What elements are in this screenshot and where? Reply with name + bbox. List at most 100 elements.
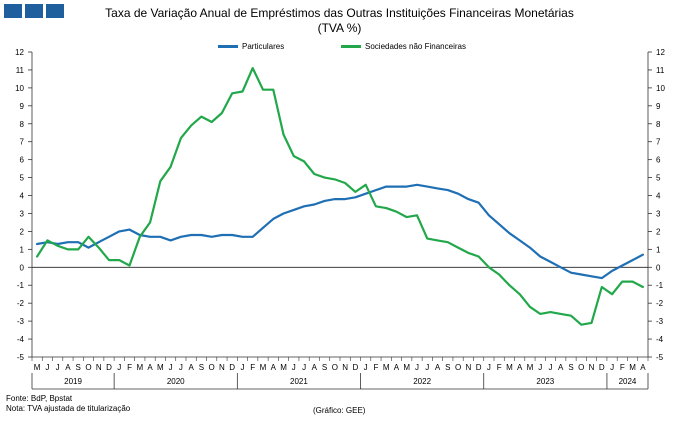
y-tick-label-left: 4 (20, 192, 25, 201)
month-tick-label: J (179, 363, 183, 372)
legend-swatch (218, 45, 238, 48)
month-tick-label: J (45, 363, 49, 372)
y-tick-label-left: 5 (20, 174, 25, 183)
y-tick-label-left: 12 (15, 48, 24, 57)
y-tick-label-left: -3 (17, 317, 25, 326)
y-tick-label-left: 9 (20, 102, 25, 111)
legend-label: Sociedades não Financeiras (365, 42, 466, 51)
y-tick-label-right: 4 (656, 192, 661, 201)
month-tick-label: A (147, 363, 153, 372)
y-tick-label-left: 8 (20, 120, 25, 129)
month-tick-label: N (96, 363, 102, 372)
month-tick-label: J (538, 363, 542, 372)
month-tick-label: S (199, 363, 204, 372)
month-tick-label: J (302, 363, 306, 372)
month-tick-label: J (425, 363, 429, 372)
y-tick-label-left: 0 (20, 263, 25, 272)
y-tick-label-right: 3 (656, 209, 661, 218)
month-tick-label: F (620, 363, 625, 372)
y-tick-label-right: 8 (656, 120, 661, 129)
year-label: 2022 (413, 377, 431, 386)
y-tick-label-right: 7 (656, 138, 661, 147)
month-tick-label: M (280, 363, 287, 372)
y-tick-label-right: 11 (656, 66, 665, 75)
legend-item-sociedades: Sociedades não Financeiras (341, 42, 466, 51)
y-tick-label-right: 2 (656, 227, 661, 236)
note-text: Nota: TVA ajustada de titularização (6, 404, 131, 413)
y-tick-label-right: 6 (656, 156, 661, 165)
month-tick-label: M (260, 363, 267, 372)
y-tick-label-right: 5 (656, 174, 661, 183)
logo-block (25, 4, 43, 18)
month-tick-label: A (188, 363, 194, 372)
y-tick-label-right: 9 (656, 102, 661, 111)
bdp-logo-icon (4, 4, 64, 18)
month-tick-label: N (589, 363, 595, 372)
series-line-0 (35, 183, 645, 280)
logo-block (4, 4, 22, 18)
y-tick-label-left: -2 (17, 299, 25, 308)
y-tick-label-left: 7 (20, 138, 25, 147)
month-tick-label: J (169, 363, 173, 372)
y-tick-label-left: 3 (20, 209, 25, 218)
month-tick-label: M (157, 363, 164, 372)
month-tick-label: O (578, 363, 584, 372)
month-tick-label: N (465, 363, 471, 372)
month-tick-label: J (415, 363, 419, 372)
legend-label: Particulares (242, 42, 285, 51)
year-label: 2019 (64, 377, 82, 386)
month-tick-label: O (455, 363, 461, 372)
y-tick-label-left: 2 (20, 227, 25, 236)
y-tick-label-right: 0 (656, 263, 661, 272)
series-line-1 (35, 66, 645, 326)
month-tick-label: J (240, 363, 244, 372)
month-tick-label: J (292, 363, 296, 372)
month-tick-label: A (271, 363, 277, 372)
month-tick-label: A (65, 363, 71, 372)
month-tick-label: S (76, 363, 81, 372)
month-tick-label: N (219, 363, 225, 372)
month-tick-label: J (487, 363, 491, 372)
month-tick-label: M (403, 363, 410, 372)
month-tick-label: A (435, 363, 441, 372)
month-tick-label: S (568, 363, 573, 372)
y-tick-label-right: -1 (656, 281, 664, 290)
legend: Particulares Sociedades não Financeiras (0, 42, 679, 56)
month-tick-label: A (558, 363, 564, 372)
month-tick-label: A (517, 363, 523, 372)
month-tick-label: D (106, 363, 112, 372)
chart-title-line1: Taxa de Variação Anual de Empréstimos da… (105, 6, 574, 20)
month-tick-label: J (548, 363, 552, 372)
year-label: 2024 (619, 377, 637, 386)
month-tick-label: O (332, 363, 338, 372)
month-tick-label: M (527, 363, 534, 372)
year-label: 2021 (290, 377, 308, 386)
month-tick-label: O (209, 363, 215, 372)
month-tick-label: A (640, 363, 646, 372)
year-label: 2020 (167, 377, 185, 386)
y-tick-label-right: -5 (656, 353, 664, 362)
legend-item-particulares: Particulares (218, 42, 284, 51)
y-tick-label-right: 1 (656, 245, 661, 254)
month-tick-label: J (364, 363, 368, 372)
month-tick-label: M (34, 363, 41, 372)
month-tick-label: F (373, 363, 378, 372)
y-tick-label-right: 12 (656, 48, 665, 57)
chart-title-line2: (TVA %) (317, 21, 362, 35)
month-tick-label: M (506, 363, 513, 372)
month-tick-label: D (599, 363, 605, 372)
source-text: Fonte: BdP, Bpstat (6, 394, 73, 403)
month-tick-label: N (342, 363, 348, 372)
month-tick-label: F (127, 363, 132, 372)
credit-text: (Gráfico: GEE) (313, 406, 366, 415)
month-tick-label: D (476, 363, 482, 372)
y-tick-label-left: -4 (17, 335, 25, 344)
month-tick-label: A (312, 363, 318, 372)
month-tick-label: J (56, 363, 60, 372)
y-tick-label-left: 11 (16, 66, 25, 75)
y-tick-label-right: 10 (656, 84, 665, 93)
year-label: 2023 (536, 377, 554, 386)
y-tick-label-left: -5 (17, 353, 25, 362)
month-tick-label: F (497, 363, 502, 372)
